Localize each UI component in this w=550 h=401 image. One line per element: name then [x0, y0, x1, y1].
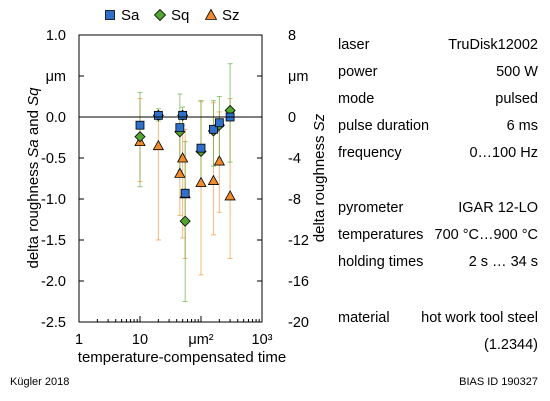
axis-label-part: Sz — [311, 113, 328, 131]
data-point-Sa — [180, 188, 190, 198]
y-tick-label-right: μm — [288, 69, 308, 85]
param-key: laser — [338, 37, 370, 53]
x-tick-label: 1 — [75, 332, 83, 348]
tick-labels: 1.0 8 μm μm 0.0 0 -0.5 -4 -1.0 -8 -1.5 -12 -2.0 -16 -2… — [41, 28, 309, 348]
param-key: mode — [338, 91, 375, 107]
y-axis-label-right: delta roughness Sz — [311, 113, 328, 242]
data-point-Sz — [152, 139, 165, 151]
legend-label-Sa: Sa — [121, 7, 140, 24]
param-value: IGAR 12-LO — [458, 200, 538, 216]
param-key: power — [338, 64, 378, 80]
data-point-Sq — [134, 131, 146, 143]
y-tick-label-left: -1.0 — [41, 192, 66, 208]
param-key: frequency — [338, 145, 402, 161]
data-point-Sz — [224, 190, 236, 201]
data-point-Sz — [174, 167, 186, 178]
material-number: (1.2344) — [483, 337, 538, 353]
y-tick-label-right: -8 — [288, 192, 301, 208]
param-value: hot work tool steel — [421, 310, 538, 326]
param-value: pulsed — [495, 91, 538, 107]
axis-label-part: and — [25, 106, 42, 139]
param-key: holding times — [338, 254, 424, 270]
axis-label-part: Sa — [25, 139, 42, 157]
legend-marker-Sz — [204, 8, 218, 20]
axis-label-part: Sq — [25, 87, 42, 106]
param-value: TruDisk12002 — [448, 37, 538, 53]
param-key: pyrometer — [338, 200, 404, 216]
data-point-Sa — [175, 123, 185, 133]
param-value: 2 s … 34 s — [468, 254, 538, 270]
param-row-temperatures: temperatures 700 °C…900 °C — [338, 227, 538, 247]
y-tick-label-left: -2.0 — [41, 274, 66, 290]
data-point-Sz — [213, 155, 226, 166]
param-value: 700 °C…900 °C — [434, 227, 538, 243]
data-point-Sa — [153, 110, 163, 120]
legend-label-Sq: Sq — [171, 7, 189, 24]
y-tick-label-right: -20 — [288, 315, 309, 331]
param-key: pulse duration — [338, 118, 430, 134]
y-tick-label-right: -4 — [288, 151, 301, 167]
y-tick-label-left: μm — [46, 69, 66, 85]
data-point-Sa — [209, 124, 218, 134]
legend-marker-Sq — [153, 8, 167, 22]
y-tick-label-right: -16 — [288, 274, 309, 290]
y-tick-label-right: -12 — [288, 233, 309, 249]
x-tick-label: 10 — [132, 332, 148, 348]
axis-label-part: delta roughness — [311, 131, 328, 242]
param-row-laser: laser TruDisk12002 — [338, 37, 538, 57]
data-point-Sz — [176, 152, 189, 163]
x-tick-label: μm² — [188, 332, 213, 348]
param-value: 6 ms — [506, 118, 538, 134]
param-row-power: power 500 W — [338, 64, 538, 84]
param-key: temperatures — [338, 227, 424, 243]
footer-author: Kügler 2018 — [10, 376, 70, 388]
data-point-Sq — [179, 215, 191, 227]
markers — [134, 104, 236, 227]
data-point-Sa — [214, 118, 224, 128]
legend-marker-Sa — [105, 10, 115, 20]
data-point-Sa — [135, 120, 145, 130]
y-axis-label-left: delta roughness Sa and Sq — [25, 87, 42, 269]
param-row-mode: mode pulsed — [338, 91, 538, 111]
error-bars — [137, 63, 233, 302]
param-row-frequency: frequency 0…100 Hz — [338, 145, 538, 165]
param-value: 500 W — [496, 64, 538, 80]
param-row-holding-times: holding times 2 s … 34 s — [338, 254, 538, 274]
x-tick-label: 10³ — [252, 332, 273, 348]
y-tick-label-left: -0.5 — [41, 151, 66, 167]
x-axis-label: temperature-compensated time — [78, 349, 286, 366]
legend: Sa Sq Sz — [105, 7, 240, 24]
y-tick-label-left: 1.0 — [46, 28, 66, 44]
ticks — [78, 34, 263, 323]
y-tick-label-left: -1.5 — [41, 233, 66, 249]
data-point-Sa — [196, 143, 206, 153]
param-key: material — [338, 310, 390, 326]
param-value: 0…100 Hz — [469, 145, 538, 161]
plot-frame — [78, 34, 263, 323]
y-tick-label-left: 0.0 — [46, 110, 66, 126]
data-point-Sz — [195, 176, 207, 188]
param-row-pyrometer: pyrometer IGAR 12-LO — [338, 200, 538, 220]
footer-id: BIAS ID 190327 — [459, 376, 538, 388]
param-row-material: material hot work tool steel — [338, 310, 538, 330]
y-tick-label-right: 8 — [288, 28, 296, 44]
param-row-pulse-duration: pulse duration 6 ms — [338, 118, 538, 138]
axis-label-part: delta roughness — [25, 158, 42, 269]
legend-label-Sz: Sz — [222, 7, 240, 24]
data-point-Sz — [207, 174, 220, 185]
y-tick-label-right: 0 — [288, 110, 296, 126]
data-point-Sa — [178, 110, 188, 120]
y-tick-label-left: -2.5 — [41, 315, 66, 331]
